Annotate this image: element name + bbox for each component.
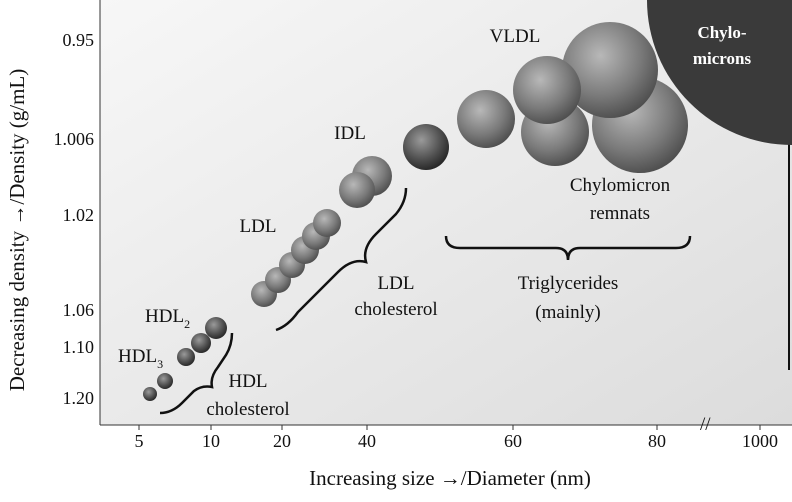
label: cholesterol bbox=[206, 399, 289, 420]
axis-break: // bbox=[700, 414, 711, 435]
x-tick-label: 1000 bbox=[742, 431, 778, 451]
x-tick-label: 20 bbox=[273, 431, 291, 451]
y-tick-label: 1.02 bbox=[63, 205, 95, 225]
x-tick-label: 80 bbox=[648, 431, 666, 451]
label: Triglycerides bbox=[518, 273, 619, 294]
y-tick-label: 0.95 bbox=[63, 30, 95, 50]
x-axis-title: Increasing size →/Diameter (nm) bbox=[309, 466, 591, 490]
label: microns bbox=[693, 49, 752, 68]
chylomicron-sphere bbox=[647, 0, 792, 145]
y-tick-label: 1.10 bbox=[63, 337, 95, 357]
label: VLDL bbox=[490, 26, 541, 47]
x-tick-label: 10 bbox=[202, 431, 220, 451]
subscript: 2 bbox=[184, 317, 190, 331]
label: IDL bbox=[334, 123, 366, 144]
label: cholesterol bbox=[354, 299, 437, 320]
label: Chylo- bbox=[697, 23, 746, 42]
label: (mainly) bbox=[535, 302, 600, 323]
subscript: 3 bbox=[157, 357, 163, 371]
label: remnats bbox=[590, 203, 650, 224]
label: HDL bbox=[145, 306, 184, 327]
label: HDL2 bbox=[145, 306, 190, 331]
y-tick-label: 1.06 bbox=[63, 300, 95, 320]
label: HDL bbox=[228, 371, 267, 392]
y-tick-label: 1.20 bbox=[63, 388, 95, 408]
x-tick-label: 40 bbox=[358, 431, 376, 451]
brackets bbox=[159, 187, 692, 415]
y-tick-label: 1.006 bbox=[54, 129, 95, 149]
x-tick-label: 5 bbox=[135, 431, 144, 451]
label: HDL3 bbox=[118, 346, 163, 371]
spheres bbox=[143, 22, 688, 401]
x-tick-label: 60 bbox=[504, 431, 522, 451]
label: Chylomicron bbox=[570, 175, 671, 196]
label: LDL bbox=[378, 273, 415, 294]
y-axis-title: Decreasing density →/Density (g/mL) bbox=[5, 69, 29, 392]
label: HDL bbox=[118, 346, 157, 367]
label: LDL bbox=[240, 216, 277, 237]
